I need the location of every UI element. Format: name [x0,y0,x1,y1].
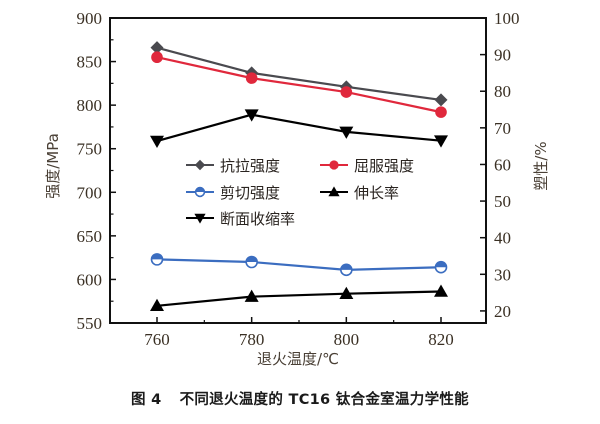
left-tick-label: 800 [77,96,103,115]
left-axis: 550 600 650 700 750 800 850 900 [77,9,116,333]
left-tick-label: 650 [77,227,103,246]
data-point [151,51,163,64]
y-axis-right-title: 塑性/% [532,141,550,190]
data-point [150,253,164,266]
series-line [156,56,442,114]
legend-item: 剪切强度 [186,184,280,202]
data-point [340,86,353,98]
x-tick-label: 760 [144,330,170,349]
right-tick-label: 90 [494,46,511,65]
legend-label: 伸长率 [354,184,399,202]
series-line [156,290,442,307]
data-point [245,72,258,84]
data-point-fill [435,261,447,268]
figure-caption: 图 4 不同退火温度的 TC16 钛合金室温力学性能 [0,388,600,409]
data-point [244,109,259,122]
left-tick-label: 900 [77,9,103,28]
legend-marker [194,213,206,224]
series-5 [150,109,448,149]
series-layer [150,41,448,312]
data-point [434,135,448,148]
legend-label: 抗拉强度 [220,157,280,175]
left-tick-label: 550 [77,314,103,333]
series-2 [151,51,447,118]
right-tick-label: 60 [494,155,511,174]
right-axis: 20 30 40 50 60 70 80 90 100 [480,9,520,321]
series-1 [150,41,448,107]
x-axis: 760 780 800 820 [144,317,454,349]
figure-number: 图 4 [131,392,162,408]
legend-marker [194,186,206,198]
legend-item: 伸长率 [320,184,399,202]
series-4 [150,284,448,312]
legend-label: 断面收缩率 [220,210,295,228]
right-tick-label: 80 [494,82,511,101]
x-tick-label: 800 [334,330,360,349]
right-tick-label: 50 [494,192,511,211]
right-tick-label: 20 [494,302,511,321]
data-point [150,41,164,55]
data-point-fill [340,264,352,270]
y-axis-left-title: 强度/MPa [44,133,62,199]
right-tick-label: 40 [494,229,511,248]
series-3 [150,253,448,277]
series-line [156,46,442,102]
right-tick-label: 100 [494,9,520,28]
data-point [434,284,448,297]
right-tick-label: 30 [494,265,511,284]
data-point [150,298,164,312]
data-point [435,106,447,118]
legend-marker [328,186,340,197]
data-point [340,263,353,277]
left-tick-label: 700 [77,183,103,202]
legend-marker-fill [195,187,205,192]
data-point [150,135,164,149]
left-tick-label: 600 [77,270,103,289]
left-tick-label: 750 [77,140,103,159]
x-tick-label: 820 [428,330,454,349]
data-point [434,93,448,107]
data-point [434,260,448,274]
legend-item: 断面收缩率 [186,210,295,228]
plot-frame [109,17,487,324]
chart: 550 600 650 700 750 800 850 900 20 30 40 50 60 70 80 9… [44,9,550,368]
x-tick-label: 780 [239,330,265,349]
caption-text: 不同退火温度的 TC16 钛合金室温力学性能 [179,392,469,408]
data-point-fill [151,253,163,260]
plot-border [109,17,487,324]
series-line [156,113,442,143]
legend-marker [329,160,339,170]
legend-marker [194,159,206,171]
data-point [339,126,354,139]
legend-item: 屈服强度 [320,157,414,175]
right-tick-label: 70 [494,119,511,138]
left-tick-label: 850 [77,53,103,72]
data-point [245,255,258,269]
legend-label: 剪切强度 [220,184,280,202]
data-point [244,289,259,302]
data-point [339,286,354,299]
series-line [156,258,442,271]
legend-item: 抗拉强度 [186,157,280,175]
legend-label: 屈服强度 [354,157,414,175]
x-axis-title: 退火温度/℃ [257,350,339,368]
data-point-fill [246,256,258,262]
